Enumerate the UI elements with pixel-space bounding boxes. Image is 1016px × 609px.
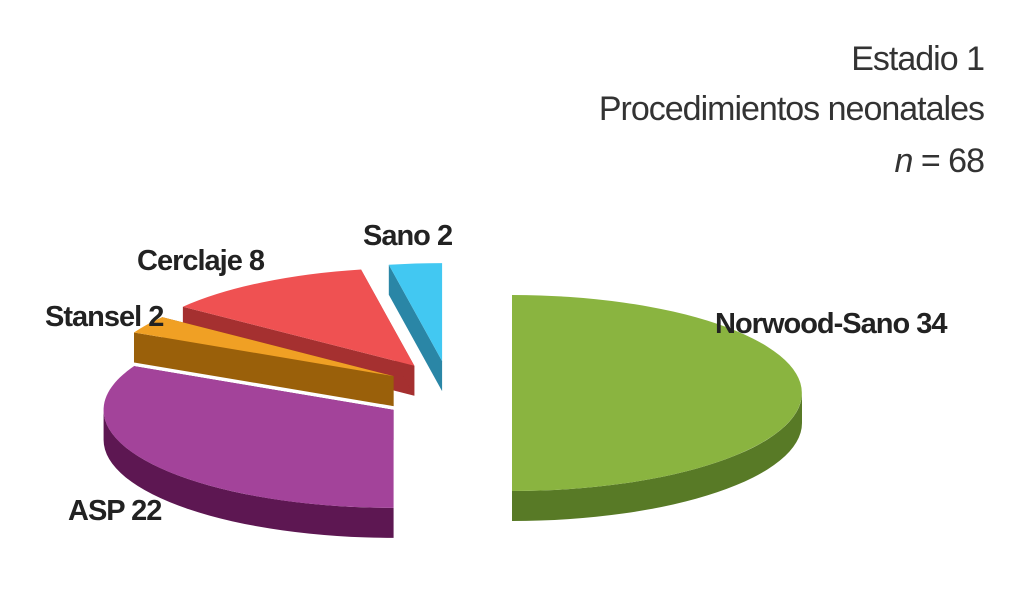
- slice-label-value: 22: [131, 495, 161, 527]
- slice-wall: [103, 409, 394, 538]
- sample-size-text: = 68: [921, 142, 984, 180]
- slice-group: [388, 263, 443, 392]
- slice-group: [133, 317, 394, 407]
- slice-group: [512, 295, 802, 521]
- slice-label: Cerclaje 8: [137, 245, 265, 277]
- pie-slice: [388, 263, 443, 362]
- slice-label-name: Cerclaje: [137, 245, 243, 277]
- slice-label-value: 8: [249, 245, 265, 277]
- slice-label-name: Stansel: [45, 301, 141, 333]
- sample-size-symbol: n: [895, 142, 913, 180]
- chart-subtitle: Procedimientos neonatales: [599, 90, 984, 128]
- slice-cut-face: [388, 264, 443, 392]
- pie-slice: [133, 317, 394, 377]
- chart-title: Estadio 1: [851, 40, 984, 78]
- slice-label-value: 2: [148, 301, 163, 333]
- slice-group: [103, 366, 394, 538]
- slice-label: Stansel 2: [45, 301, 163, 333]
- slice-label: Norwood-Sano 34: [715, 308, 947, 340]
- slice-label: ASP 22: [68, 495, 161, 527]
- slice-wall: [512, 393, 802, 521]
- slice-label-name: ASP: [68, 495, 125, 527]
- sample-size: n = 68: [895, 142, 985, 180]
- slice-label-value: 34: [916, 308, 947, 340]
- slice-label-name: Norwood-Sano: [715, 308, 909, 340]
- pie-slice: [512, 295, 802, 491]
- slice-label-value: 2: [437, 220, 452, 252]
- pie-slice: [182, 269, 415, 366]
- slice-label: Sano 2: [363, 220, 452, 252]
- pie-slice: [103, 366, 394, 508]
- slice-label-name: Sano: [363, 220, 430, 252]
